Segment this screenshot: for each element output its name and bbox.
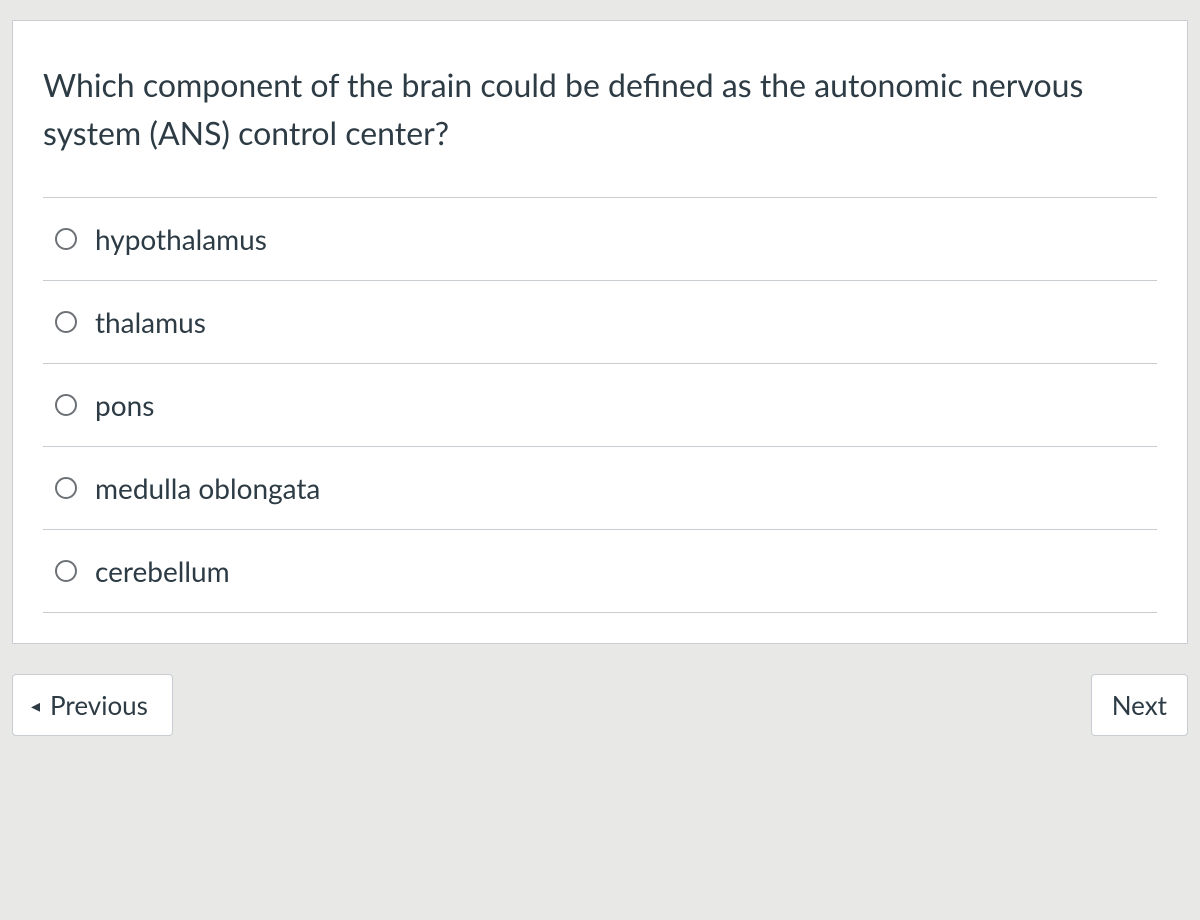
radio-icon (55, 394, 77, 416)
options-list: hypothalamus thalamus pons medulla oblon… (43, 197, 1157, 613)
option-label: medulla oblongata (95, 471, 320, 505)
option-label: cerebellum (95, 554, 230, 588)
option-row-thalamus[interactable]: thalamus (43, 280, 1157, 363)
option-row-medulla-oblongata[interactable]: medulla oblongata (43, 446, 1157, 529)
radio-icon (55, 228, 77, 250)
quiz-card: Which component of the brain could be de… (12, 20, 1188, 644)
next-button[interactable]: Next (1091, 674, 1188, 736)
previous-label: Previous (50, 689, 148, 721)
option-label: pons (95, 388, 154, 422)
option-label: thalamus (95, 305, 206, 339)
next-label: Next (1112, 689, 1167, 721)
option-label: hypothalamus (95, 222, 267, 256)
option-row-cerebellum[interactable]: cerebellum (43, 529, 1157, 613)
question-text: Which component of the brain could be de… (43, 61, 1157, 157)
radio-icon (55, 560, 77, 582)
previous-button[interactable]: ◂ Previous (12, 674, 173, 736)
radio-icon (55, 477, 77, 499)
question-area: Which component of the brain could be de… (13, 21, 1187, 643)
navigation-bar: ◂ Previous Next (12, 674, 1188, 736)
radio-icon (55, 311, 77, 333)
arrow-left-icon: ◂ (31, 696, 40, 714)
option-row-hypothalamus[interactable]: hypothalamus (43, 197, 1157, 280)
option-row-pons[interactable]: pons (43, 363, 1157, 446)
